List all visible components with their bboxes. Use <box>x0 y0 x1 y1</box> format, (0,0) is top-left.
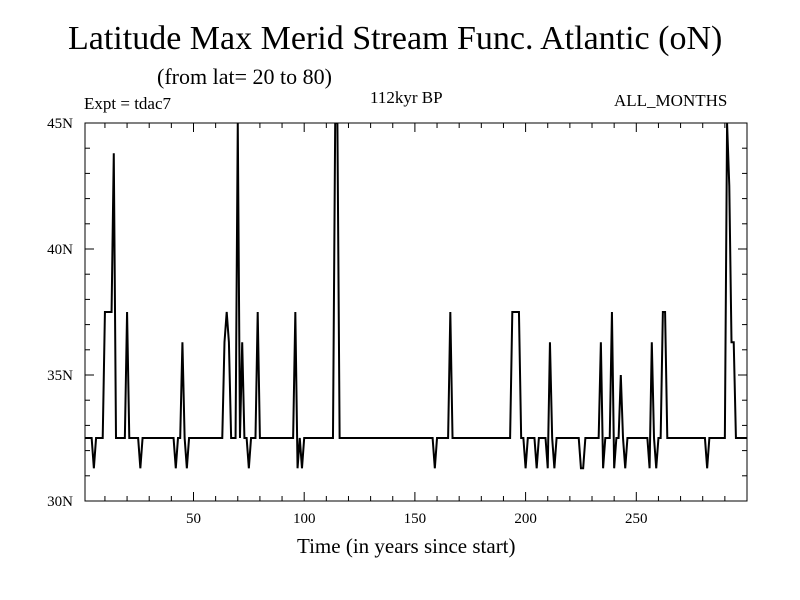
x-tick-label: 150 <box>404 511 427 527</box>
months-label: ALL_MONTHS <box>614 91 728 110</box>
y-tick-label: 40N <box>47 242 73 258</box>
x-tick-label: 200 <box>514 511 537 527</box>
chart-subtitle: (from lat= 20 to 80) <box>157 64 332 89</box>
y-tick-label: 30N <box>47 494 73 510</box>
x-tick-label: 50 <box>186 511 201 527</box>
y-tick-label: 45N <box>47 116 73 132</box>
y-tick-label: 35N <box>47 368 73 384</box>
axis-ticks <box>85 123 747 501</box>
period-label: 112kyr BP <box>370 88 443 107</box>
chart-title: Latitude Max Merid Stream Func. Atlantic… <box>68 20 723 57</box>
tick-labels: 50 100 150 200 250 30N 35N 40N 45N <box>47 116 647 527</box>
x-tick-label: 100 <box>293 511 316 527</box>
plot-frame <box>84 122 748 502</box>
x-axis-label: Time (in years since start) <box>297 534 516 558</box>
series-line <box>85 123 747 470</box>
x-tick-label: 250 <box>625 511 648 527</box>
experiment-label: Expt = tdac7 <box>84 94 172 113</box>
